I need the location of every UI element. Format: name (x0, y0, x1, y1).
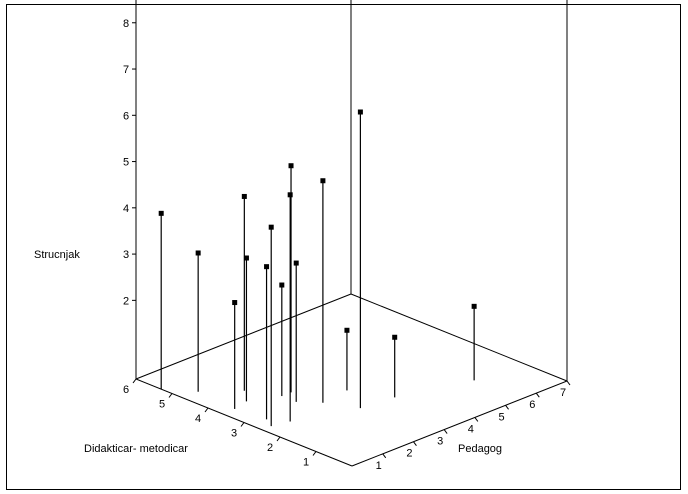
data-point-marker (195, 250, 201, 256)
data-point-marker (357, 109, 363, 115)
floor-edge-x-axis (351, 380, 568, 467)
y-tick-label: 6 (123, 384, 129, 396)
data-point-marker (293, 260, 299, 266)
y-tick-mark (276, 436, 281, 442)
z-tick-label: 4 (123, 203, 129, 215)
x-tick-mark (382, 453, 387, 459)
data-point-marker (279, 282, 285, 288)
y-tick-label: 4 (195, 413, 201, 425)
z-tick-label: 7 (123, 64, 129, 76)
data-point-marker (232, 300, 238, 306)
data-point-marker (268, 224, 274, 230)
x-tick-label: 2 (406, 448, 412, 460)
data-point-marker (243, 255, 249, 261)
x-tick-label: 7 (560, 387, 566, 399)
chart-frame (6, 4, 681, 490)
x-tick-mark (413, 441, 417, 447)
x-tick-mark (443, 429, 448, 434)
x-tick-mark (505, 404, 509, 410)
y-tick-mark (204, 407, 209, 413)
x-axis-label: Pedagog (458, 443, 502, 455)
x-tick-label: 4 (468, 423, 474, 435)
z-tick-label: 5 (123, 157, 129, 169)
data-point-marker (264, 264, 270, 270)
y-tick-label: 2 (267, 442, 273, 454)
y-tick-mark (240, 422, 245, 427)
y-tick-label: 1 (303, 457, 309, 469)
y-axis-label: Didakticar- metodicar (84, 443, 188, 455)
y-tick-mark (312, 451, 317, 456)
z-tick-label: 3 (123, 249, 129, 261)
data-point-marker (158, 210, 164, 216)
data-point-marker (392, 334, 398, 340)
x-tick-label: 5 (499, 411, 505, 423)
z-tick-label: 2 (123, 295, 129, 307)
z-axis-label: Strucnjak (34, 249, 80, 261)
x-tick-label: 1 (376, 460, 382, 472)
data-point-marker (471, 303, 477, 309)
x-tick-label: 3 (437, 436, 443, 448)
y-tick-label: 5 (159, 399, 165, 411)
data-point-marker (344, 327, 350, 333)
x-tick-mark (566, 380, 571, 386)
x-tick-label: 6 (529, 399, 535, 411)
y-tick-mark (132, 378, 137, 384)
y-tick-mark (168, 393, 173, 398)
z-tick-label: 8 (123, 18, 129, 30)
data-point-marker (320, 178, 326, 184)
data-point-marker (241, 193, 247, 199)
data-point-marker (288, 163, 294, 169)
floor-back-edge-y (135, 293, 352, 380)
y-tick-label: 3 (231, 428, 237, 440)
z-tick-label: 6 (123, 110, 129, 122)
x-tick-mark (535, 392, 540, 398)
data-point-marker (287, 192, 293, 198)
floor-back-edge-x (350, 293, 568, 382)
x-tick-mark (474, 417, 479, 422)
